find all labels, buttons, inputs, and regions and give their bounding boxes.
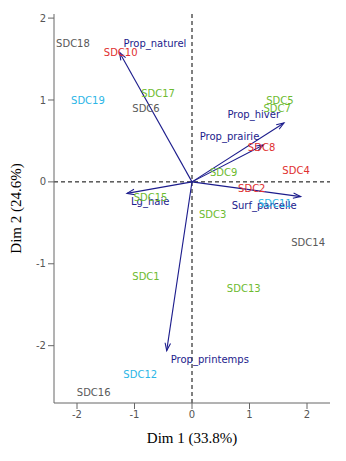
svg-text:1: 1 xyxy=(246,409,252,420)
svg-text:Dim 2 (24.6%): Dim 2 (24.6%) xyxy=(8,163,25,253)
svg-text:0: 0 xyxy=(189,409,195,420)
svg-text:-1: -1 xyxy=(130,409,140,420)
svg-text:SDC18: SDC18 xyxy=(56,38,90,49)
svg-text:2: 2 xyxy=(304,409,310,420)
svg-text:-1: -1 xyxy=(36,258,46,269)
svg-text:SDC11: SDC11 xyxy=(258,198,292,209)
svg-text:1: 1 xyxy=(40,95,46,106)
svg-text:Prop_prairie: Prop_prairie xyxy=(199,131,260,142)
svg-text:SDC17: SDC17 xyxy=(141,88,175,99)
svg-text:SDC4: SDC4 xyxy=(282,165,309,176)
svg-text:SDC5: SDC5 xyxy=(266,95,294,106)
svg-text:SDC8: SDC8 xyxy=(248,142,275,153)
svg-text:SDC19: SDC19 xyxy=(71,95,105,106)
svg-text:0: 0 xyxy=(40,176,46,187)
svg-text:Prop_hiver: Prop_hiver xyxy=(227,108,280,120)
svg-text:SDC1: SDC1 xyxy=(132,271,159,282)
svg-text:SDC10: SDC10 xyxy=(104,47,138,58)
svg-text:SDC6: SDC6 xyxy=(132,103,159,114)
svg-text:-2: -2 xyxy=(72,409,82,420)
svg-text:SDC15: SDC15 xyxy=(134,192,168,203)
svg-text:SDC9: SDC9 xyxy=(210,167,237,178)
svg-text:SDC13: SDC13 xyxy=(227,283,261,294)
svg-text:SDC12: SDC12 xyxy=(123,369,157,380)
svg-text:Prop_printemps: Prop_printemps xyxy=(171,354,249,366)
svg-text:SDC3: SDC3 xyxy=(199,209,226,220)
svg-text:2: 2 xyxy=(40,13,46,24)
svg-text:-2: -2 xyxy=(36,340,46,351)
svg-text:SDC16: SDC16 xyxy=(77,387,111,398)
svg-text:SDC2: SDC2 xyxy=(238,183,265,194)
svg-text:Prop_naturel: Prop_naturel xyxy=(123,38,187,50)
svg-text:SDC7: SDC7 xyxy=(263,103,290,114)
svg-text:SDC14: SDC14 xyxy=(291,237,325,248)
svg-text:Dim 1 (33.8%): Dim 1 (33.8%) xyxy=(147,430,237,447)
